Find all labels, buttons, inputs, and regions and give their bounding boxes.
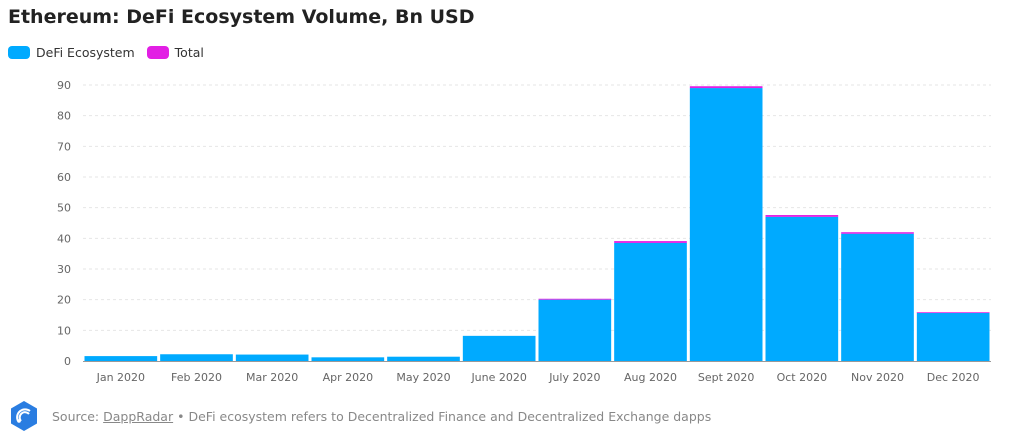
bar-defi [538, 299, 612, 361]
bar-defi [462, 335, 536, 361]
dappradar-logo-icon [11, 401, 37, 431]
bar-defi [841, 233, 914, 361]
bar-total [614, 241, 687, 243]
source-prefix: Source: [52, 408, 100, 424]
legend-swatch-total [146, 46, 169, 59]
x-tick-label: Jan 2020 [96, 371, 145, 384]
y-tick-label: 40 [57, 232, 71, 245]
footer-separator: • [177, 408, 185, 424]
footer-note: DeFi ecosystem refers to Decentralized F… [188, 408, 712, 424]
bar-total [916, 312, 990, 314]
x-tick-label: Feb 2020 [171, 371, 222, 384]
y-tick-label: 90 [57, 79, 71, 92]
y-tick-label: 80 [57, 110, 71, 123]
bar-defi [689, 88, 763, 362]
bar-defi [765, 216, 839, 361]
legend-label-total: Total [174, 45, 204, 60]
legend-item-total[interactable]: Total [146, 45, 204, 60]
bar-defi [160, 354, 233, 361]
bar-defi [916, 312, 990, 361]
y-tick-label: 70 [57, 140, 71, 153]
legend: DeFi Ecosystem Total [8, 45, 216, 60]
x-tick-label: Oct 2020 [777, 371, 828, 384]
bar-defi [311, 357, 385, 361]
y-tick-label: 0 [64, 355, 71, 368]
source-link[interactable]: DappRadar [103, 408, 174, 424]
bar-total [765, 215, 839, 217]
bar-defi [235, 354, 309, 361]
bar-total [689, 86, 763, 89]
x-tick-label: May 2020 [396, 371, 450, 384]
bar-defi [614, 242, 687, 361]
legend-swatch-defi [8, 46, 30, 59]
bar-defi [84, 356, 158, 361]
y-tick-label: 50 [57, 202, 71, 215]
bar-total [841, 232, 914, 234]
chart-title: Ethereum: DeFi Ecosystem Volume, Bn USD [8, 6, 475, 28]
x-tick-label: June 2020 [470, 371, 526, 384]
x-tick-label: Dec 2020 [927, 371, 980, 384]
x-tick-label: July 2020 [548, 371, 600, 384]
bar-defi [387, 356, 460, 361]
x-tick-label: Sept 2020 [698, 371, 755, 384]
x-tick-label: Mar 2020 [246, 371, 298, 384]
bar-chart: 0 10 20 30 40 50 60 70 80 90 Jan 2020 Feb 2020 Mar 2… [57, 79, 991, 384]
y-tick-label: 10 [57, 324, 71, 337]
x-tick-label: Apr 2020 [323, 371, 374, 384]
legend-item-defi[interactable]: DeFi Ecosystem [8, 45, 135, 60]
footer: Source: DappRadar • DeFi ecosystem refers … [8, 400, 711, 432]
y-tick-label: 60 [57, 171, 71, 184]
y-tick-label: 30 [57, 263, 71, 276]
legend-label-defi: DeFi Ecosystem [36, 45, 135, 60]
y-tick-label: 20 [57, 294, 71, 307]
x-tick-label: Nov 2020 [851, 371, 904, 384]
bar-total [538, 298, 612, 300]
x-tick-label: Aug 2020 [624, 371, 677, 384]
